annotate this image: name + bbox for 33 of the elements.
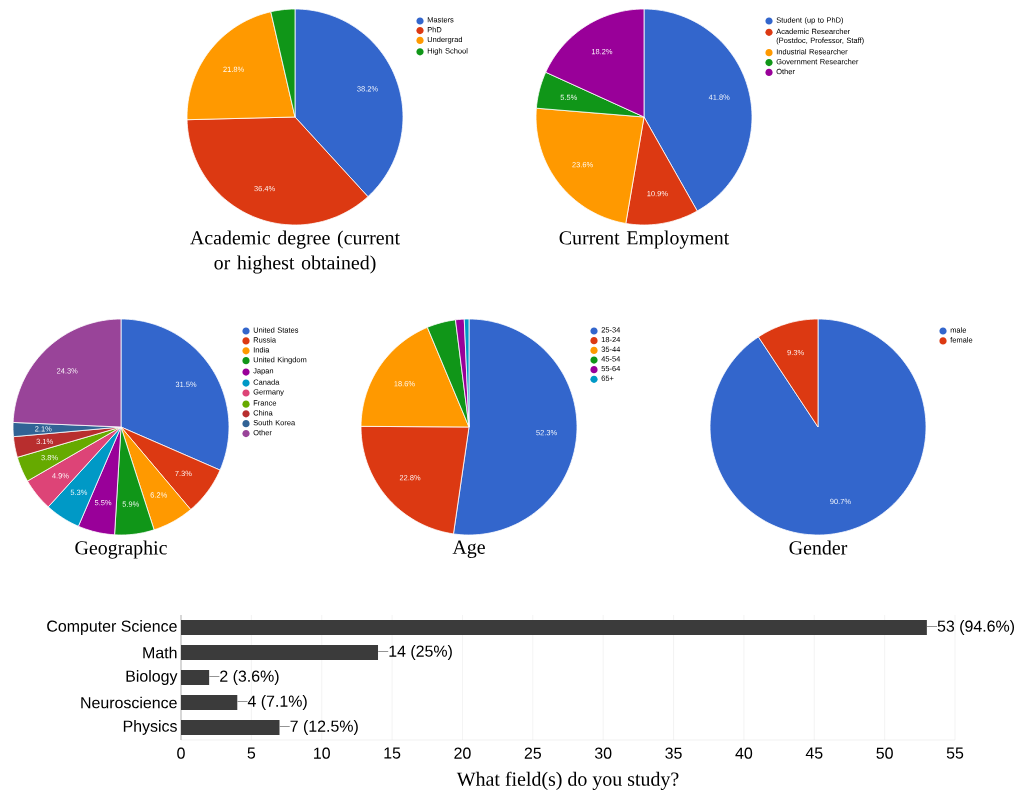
text: Gender (789, 540, 848, 555)
x-tick-label: 5 (247, 747, 256, 759)
x-tick-label: 25 (524, 747, 542, 759)
x-tick-label: 45 (805, 747, 823, 759)
data-label: 7 (12.5%) (290, 720, 358, 735)
x-tick-label: 15 (384, 747, 401, 759)
x-tick-label: 55 (946, 747, 964, 759)
x-axis-title: What field(s) do you study? (456, 771, 679, 790)
bar (181, 720, 280, 736)
y-tick-label: Math (143, 646, 177, 659)
data-label: 14 (25%) (389, 645, 452, 660)
data-label: 2 (3.6%) (220, 670, 279, 685)
text: Age (452, 540, 485, 558)
text: Current Employment (559, 230, 730, 249)
data-label: 4 (7.1%) (247, 695, 307, 710)
data-label: 53 (94.6%) (937, 620, 1015, 635)
x-tick-label: 50 (876, 747, 893, 759)
x-tick-label: 10 (314, 747, 330, 759)
y-tick-label: Biology (126, 670, 178, 685)
bar (181, 670, 210, 686)
bar (181, 645, 379, 661)
x-tick-label: 20 (454, 747, 471, 759)
text: Academic degree (current or highest obtained) (190, 230, 400, 274)
bar (181, 620, 927, 636)
bar (181, 695, 238, 711)
text: Geographic (75, 540, 167, 559)
x-tick-label: 35 (665, 747, 682, 759)
x-tick-label: 0 (177, 747, 185, 759)
y-tick-label: Neuroscience (81, 696, 177, 709)
y-tick-label: Computer Science (47, 620, 177, 635)
x-tick-label: 30 (594, 747, 612, 759)
y-tick-label: Physics (123, 720, 177, 735)
x-tick-label: 40 (735, 747, 753, 759)
